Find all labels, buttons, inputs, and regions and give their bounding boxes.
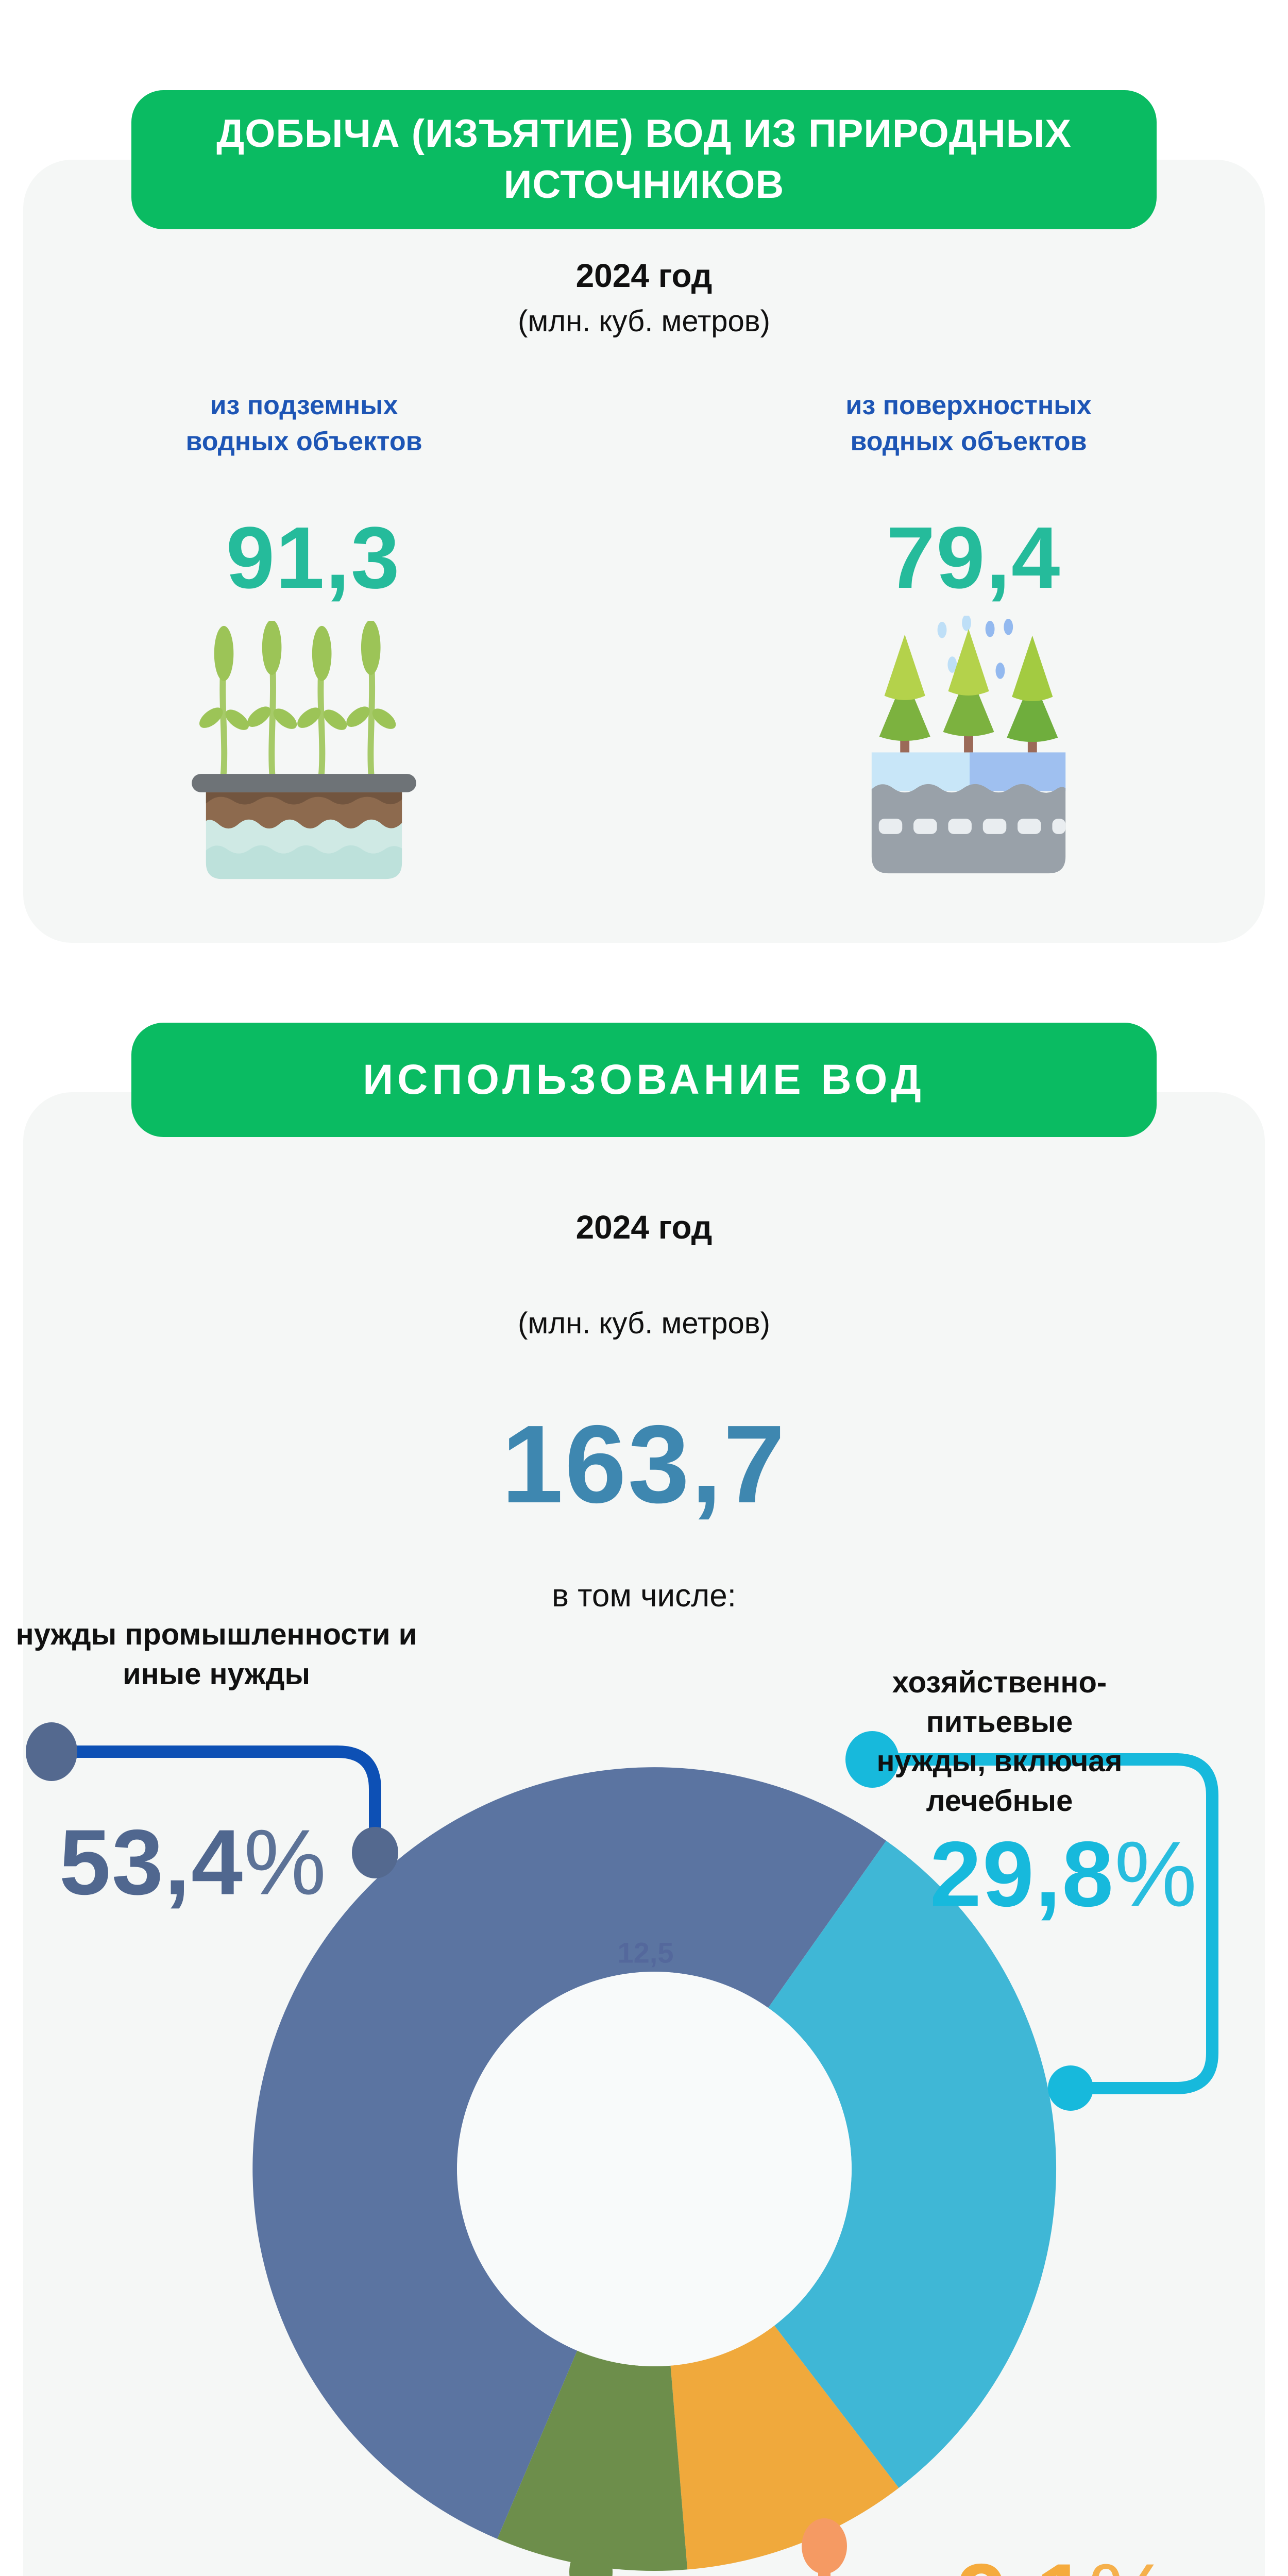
industry-connector-end-dot — [352, 1827, 398, 1878]
household-slice-label: хозяйственно-питьевые нужды, включая леч… — [876, 1666, 1123, 1818]
soil-dark-layer — [206, 792, 402, 805]
fish-percent-sign: % — [264, 2566, 347, 2576]
fish-percent-value: 7,7 — [132, 2566, 264, 2576]
industry-slice-label: нужды промышленности и иные нужды — [15, 1618, 417, 1691]
agriculture-percent-sign: % — [1088, 2545, 1172, 2576]
fish-connector-start-dot — [569, 2543, 613, 2576]
usage-banner: ИСПОЛЬЗОВАНИЕ ВОД — [131, 1023, 1157, 1137]
agriculture-percent-value: 9,1 — [956, 2545, 1088, 2576]
industry-percent-label: 53,4% — [59, 1809, 327, 1916]
donut-slice-industry — [252, 1767, 887, 2539]
trees-surface-water-icon — [871, 615, 1066, 874]
industry-connector-line — [57, 1745, 381, 1830]
surface-water-value: 79,4 — [886, 509, 1061, 607]
fish-percent-label: 7,7% — [132, 2564, 347, 2576]
extraction-units: (млн. куб. метров) — [518, 304, 770, 338]
fish-connector — [569, 2543, 613, 2576]
household-connector-line — [884, 1753, 1218, 2094]
household-connector-start-dot — [845, 1731, 899, 1788]
household-percent-value: 29,8 — [929, 1822, 1115, 1926]
agriculture-connector-start-dot — [802, 2518, 847, 2574]
sprouts-groundwater-icon — [192, 620, 416, 879]
household-connector — [845, 1731, 1218, 2111]
groundwater-value: 91,3 — [226, 509, 401, 607]
usage-total-value: 163,7 — [501, 1402, 787, 1526]
donut-slice-agriculture — [670, 2325, 899, 2570]
road-dashes — [878, 819, 1066, 834]
usage-units: (млн. куб. метров) — [518, 1307, 770, 1340]
household-connector-end-dot — [1048, 2065, 1093, 2111]
industry-connector-start-dot — [26, 1722, 77, 1781]
agriculture-percent-label: 9,1% — [956, 2544, 1172, 2576]
donut-slice-fish — [497, 2350, 688, 2571]
household-percent-sign: % — [1114, 1822, 1198, 1926]
industry-percent-sign: % — [244, 1810, 328, 1914]
surface-water-label: из поверхностных водных объектов — [845, 391, 1092, 457]
surface-water-icon-box — [855, 615, 1082, 884]
extraction-year: 2024 год — [575, 257, 713, 294]
rain-drops-icon — [937, 615, 1013, 679]
usage-banner-title: ИСПОЛЬЗОВАНИЕ ВОД — [363, 1056, 925, 1103]
groundwater-icon-box — [191, 620, 417, 889]
donut-slices — [252, 1767, 1057, 2571]
industry-connector — [26, 1722, 398, 1878]
industry-percent-value: 53,4 — [59, 1810, 244, 1914]
pot-rim — [192, 774, 416, 792]
usage-year: 2024 год — [575, 1209, 713, 1246]
usage-subtitle: в том числе: — [551, 1578, 737, 1614]
extraction-banner: ДОБЫЧА (ИЗЪЯТИЕ) ВОД ИЗ ПРИРОДНЫХ ИСТОЧН… — [131, 90, 1157, 229]
donut-hole — [457, 1972, 852, 2366]
donut-slice-household — [768, 1840, 1057, 2488]
groundwater-label: из подземных водных объектов — [185, 391, 422, 457]
household-percent-label: 29,8% — [930, 1821, 1198, 1928]
donut-watermark-value: 12,5 — [617, 1936, 674, 1969]
agriculture-connector — [802, 2518, 847, 2576]
sprout-plants — [199, 620, 396, 779]
pot-water-lower — [206, 845, 402, 879]
conifer-trees — [879, 629, 1058, 762]
extraction-banner-title: ДОБЫЧА (ИЗЪЯТИЕ) ВОД ИЗ ПРИРОДНЫХ ИСТОЧН… — [216, 112, 1072, 207]
